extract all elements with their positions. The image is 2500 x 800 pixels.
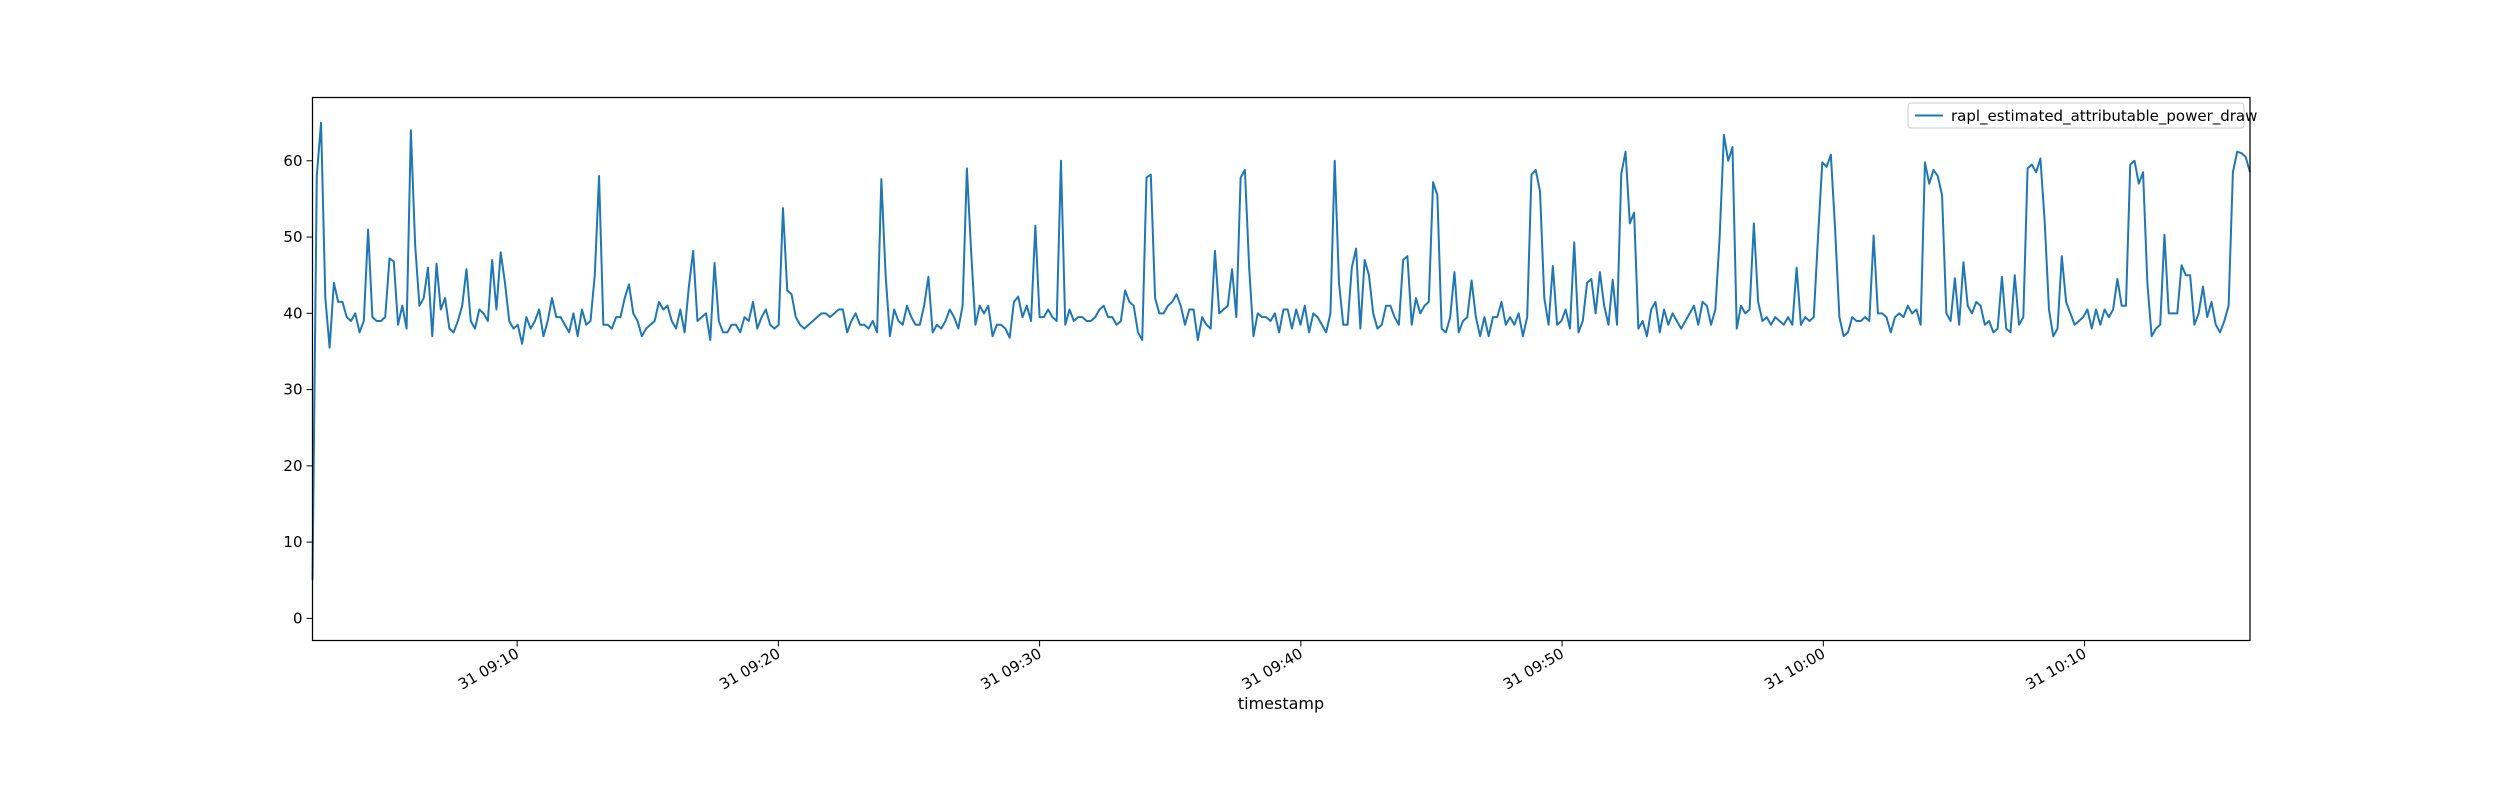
legend-box: [1907, 102, 2245, 129]
series-layer: [311, 121, 2251, 581]
y-tick-label: 40: [283, 304, 302, 322]
x-axis-label: timestamp: [1238, 694, 1324, 713]
y-tick-label: 50: [283, 228, 302, 246]
y-tick-label: 10: [283, 533, 302, 551]
legend-label: rapl_estimated_attributable_power_draw: [1951, 107, 2257, 126]
y-tick-label: 20: [283, 457, 302, 475]
y-tick-label: 60: [283, 152, 302, 170]
y-tick-label: 0: [293, 609, 303, 627]
legend[interactable]: rapl_estimated_attributable_power_draw: [1907, 102, 2257, 129]
plot-frame: [311, 96, 2251, 642]
plot-area: [312, 97, 2250, 641]
y-tick-label: 30: [283, 381, 302, 399]
series-line: [311, 121, 2251, 581]
y-axis: 0 10 20 30 40 50 60: [283, 152, 313, 627]
